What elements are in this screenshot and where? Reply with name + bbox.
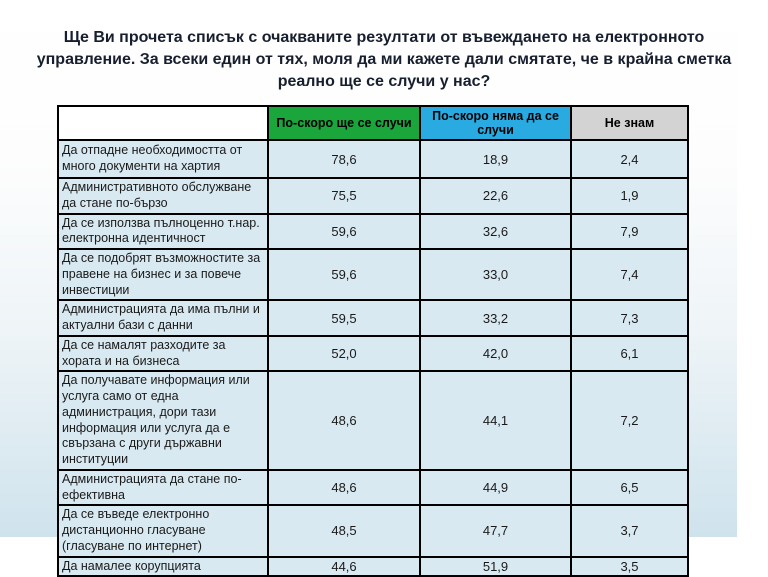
value-cell: 7,3 [570, 299, 689, 337]
value-cell: 22,6 [419, 177, 572, 215]
value-cell: 3,7 [570, 504, 689, 558]
value-cell: 47,7 [419, 504, 572, 558]
slide-background: Ще Ви прочета списък с очакваните резулт… [0, 0, 737, 577]
value-cell: 7,4 [570, 247, 689, 302]
row-label: Да получавате информация или услуга само… [57, 370, 269, 471]
value-cell: 48,6 [267, 468, 421, 507]
value-cell: 32,6 [419, 212, 572, 250]
table-header-row: По-скоро ще се случи По-скоро няма да се… [57, 105, 689, 141]
table-row: Административното обслужване да стане по… [57, 177, 689, 215]
col-header-no: По-скоро няма да се случи [419, 105, 572, 141]
value-cell: 33,2 [419, 299, 572, 337]
table-row: Администрацията да стане по-ефективна 48,… [57, 468, 689, 507]
table-row: Да се въведе електронно дистанционно гла… [57, 504, 689, 558]
row-label: Административното обслужване да стане по… [57, 177, 269, 215]
value-cell: 6,1 [570, 334, 689, 373]
results-table: По-скоро ще се случи По-скоро няма да се… [57, 105, 689, 577]
row-label: Администрацията да има пълни и актуални … [57, 299, 269, 337]
row-label: Да отпадне необходимостта от много докум… [57, 139, 269, 179]
row-label: Да намалее корупцията [57, 555, 269, 577]
row-label: Да се намалят разходите за хората и на б… [57, 334, 269, 373]
row-label: Да се въведе електронно дистанционно гла… [57, 504, 269, 558]
row-label: Да се използва пълноценно т.нар. електро… [57, 212, 269, 250]
table-row: Да отпадне необходимостта от много докум… [57, 139, 689, 179]
table-row: Да се подобрят възможностите за правене … [57, 247, 689, 302]
value-cell: 52,0 [267, 334, 421, 373]
value-cell: 48,6 [267, 370, 421, 471]
value-cell: 75,5 [267, 177, 421, 215]
value-cell: 44,9 [419, 468, 572, 507]
value-cell: 78,6 [267, 139, 421, 179]
row-label: Администрацията да стане по-ефективна [57, 468, 269, 507]
value-cell: 1,9 [570, 177, 689, 215]
value-cell: 3,5 [570, 555, 689, 577]
table-row: Да намалее корупцията 44,6 51,9 3,5 [57, 555, 689, 577]
table-row: Администрацията да има пълни и актуални … [57, 299, 689, 337]
value-cell: 44,1 [419, 370, 572, 471]
page-title: Ще Ви прочета списък с очакваните резулт… [36, 29, 732, 91]
value-cell: 51,9 [419, 555, 572, 577]
value-cell: 7,2 [570, 370, 689, 471]
table-row: Да се намалят разходите за хората и на б… [57, 334, 689, 373]
col-header-dontknow: Не знам [570, 105, 689, 141]
value-cell: 18,9 [419, 139, 572, 179]
value-cell: 44,6 [267, 555, 421, 577]
corner-cell [57, 105, 269, 141]
value-cell: 59,6 [267, 247, 421, 302]
value-cell: 48,5 [267, 504, 421, 558]
col-header-yes: По-скоро ще се случи [267, 105, 421, 141]
row-label: Да се подобрят възможностите за правене … [57, 247, 269, 302]
value-cell: 33,0 [419, 247, 572, 302]
value-cell: 59,5 [267, 299, 421, 337]
value-cell: 42,0 [419, 334, 572, 373]
table-row: Да получавате информация или услуга само… [57, 370, 689, 471]
table-row: Да се използва пълноценно т.нар. електро… [57, 212, 689, 250]
value-cell: 59,6 [267, 212, 421, 250]
value-cell: 7,9 [570, 212, 689, 250]
results-table-body: Да отпадне необходимостта от много докум… [57, 139, 689, 577]
value-cell: 6,5 [570, 468, 689, 507]
value-cell: 2,4 [570, 139, 689, 179]
